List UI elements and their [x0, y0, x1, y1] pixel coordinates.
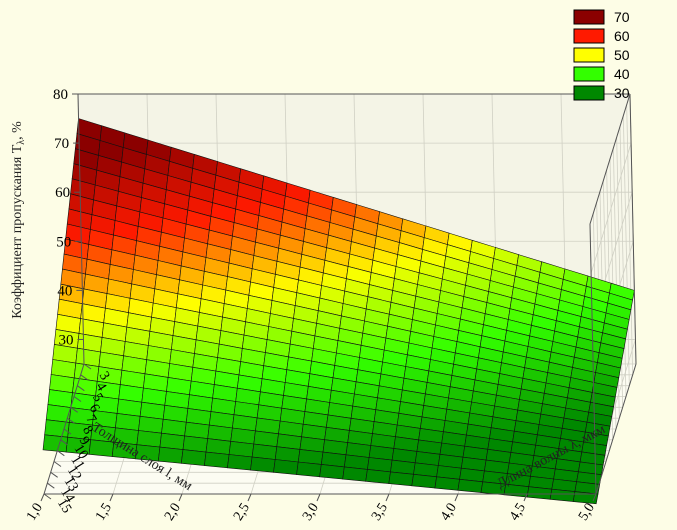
y-tick-mark — [70, 406, 78, 413]
surface-cell — [411, 473, 437, 489]
surface-cell — [319, 464, 345, 480]
surface-cell — [42, 434, 69, 453]
y-tick-mark — [53, 461, 62, 467]
legend-label: 30 — [614, 85, 630, 101]
y-tick-label: 15 — [54, 496, 74, 516]
surface-cell — [273, 459, 299, 475]
legend: 70 60 50 40 30 — [573, 9, 630, 101]
y-tick-mark — [83, 363, 92, 370]
legend-label: 50 — [614, 47, 630, 63]
legend-swatch — [573, 9, 605, 25]
z-tick-label: 40 — [57, 283, 72, 299]
axis-edge — [589, 93, 631, 225]
x-tick-mark — [178, 493, 183, 502]
surface-cell — [572, 491, 599, 505]
x-tick-mark — [454, 493, 459, 502]
z-axis-title: Коэффициент пропускания Tλ, % — [10, 121, 27, 319]
legend-label: 60 — [614, 28, 630, 44]
surface-cell — [549, 488, 576, 502]
x-tick-mark — [385, 493, 390, 502]
x-tick-labels: 1,0 1,5 2,0 2,5 3,0 3,5 4,0 4,5 5,0 — [24, 493, 598, 524]
gridline — [626, 104, 634, 375]
x-tick-label: 1,0 — [24, 501, 46, 524]
surface-cell — [434, 476, 460, 491]
surface-cell — [205, 438, 232, 455]
x-tick-label: 4,0 — [438, 501, 460, 524]
gridline — [619, 126, 627, 397]
y-tick-label: 13 — [61, 475, 81, 495]
z-tick-label: 60 — [55, 185, 70, 201]
z-tick-label: 50 — [56, 234, 71, 250]
axis-frame — [43, 93, 637, 495]
y-tick-mark — [43, 493, 52, 500]
z-axis-title-unit: , % — [10, 121, 25, 140]
x-tick-label: 3,0 — [300, 501, 322, 524]
x-tick-label: 5,0 — [576, 501, 598, 524]
surface-cell — [526, 486, 553, 500]
x-tick-mark — [523, 493, 528, 502]
z-tick-label: 80 — [53, 87, 68, 103]
legend-swatch — [573, 28, 605, 44]
legend-label: 40 — [614, 66, 630, 82]
x-tick-label: 2,0 — [162, 501, 184, 524]
surface-cell — [296, 461, 322, 478]
y-tick-mark — [57, 450, 65, 457]
y-tick-mark — [67, 417, 75, 424]
legend-swatch — [573, 85, 605, 101]
z-axis-title-sub: λ — [16, 140, 27, 145]
surface-cell — [182, 435, 209, 453]
surface-cell — [180, 449, 207, 466]
x-tick-label: 1,5 — [93, 501, 115, 524]
surface-cell — [388, 471, 414, 487]
surface-cell — [342, 466, 368, 482]
axis-edge — [629, 93, 637, 365]
y-tick-mark — [80, 374, 88, 381]
y-tick-label: 11 — [67, 453, 87, 472]
y-tick-label: 14 — [57, 485, 77, 505]
z-axis-title-main: Коэффициент пропускания T — [10, 144, 25, 319]
surface-cell — [159, 432, 185, 450]
y-tick-mark — [77, 385, 85, 392]
x-tick-mark — [40, 493, 45, 502]
x-tick-mark — [592, 493, 597, 502]
surface-cell — [250, 456, 276, 473]
y-tick-mark — [60, 439, 68, 446]
z-tick-label: 30 — [58, 332, 73, 348]
surface-mesh — [42, 118, 635, 505]
z-tick-label: 70 — [54, 136, 69, 152]
x-tick-mark — [316, 493, 321, 502]
y-tick-mark — [50, 471, 58, 478]
y-tick-mark — [63, 428, 72, 435]
x-tick-mark — [109, 493, 114, 502]
surface-cell — [365, 469, 391, 484]
z-tick-labels: 30 40 50 60 70 80 — [53, 87, 84, 348]
surface-cell — [136, 430, 162, 448]
x-tick-label: 4,5 — [507, 501, 529, 524]
y-tick-label: 10 — [71, 442, 91, 462]
surface-cell — [204, 451, 230, 469]
surface-cell — [457, 478, 484, 493]
x-tick-label: 3,5 — [369, 501, 391, 524]
legend-swatch — [573, 66, 605, 82]
gridline — [622, 115, 630, 386]
axis-edge — [77, 93, 85, 365]
y-tick-label: 12 — [64, 464, 84, 484]
surface-cell — [227, 454, 253, 471]
legend-label: 70 — [614, 9, 630, 25]
x-tick-label: 2,5 — [231, 501, 253, 524]
y-tick-mark — [73, 396, 82, 402]
gridline — [590, 142, 632, 274]
legend-swatch — [573, 47, 605, 63]
x-tick-mark — [247, 493, 252, 502]
axis-edge — [595, 363, 637, 495]
y-tick-mark — [47, 482, 55, 489]
axis-edge — [589, 223, 597, 495]
